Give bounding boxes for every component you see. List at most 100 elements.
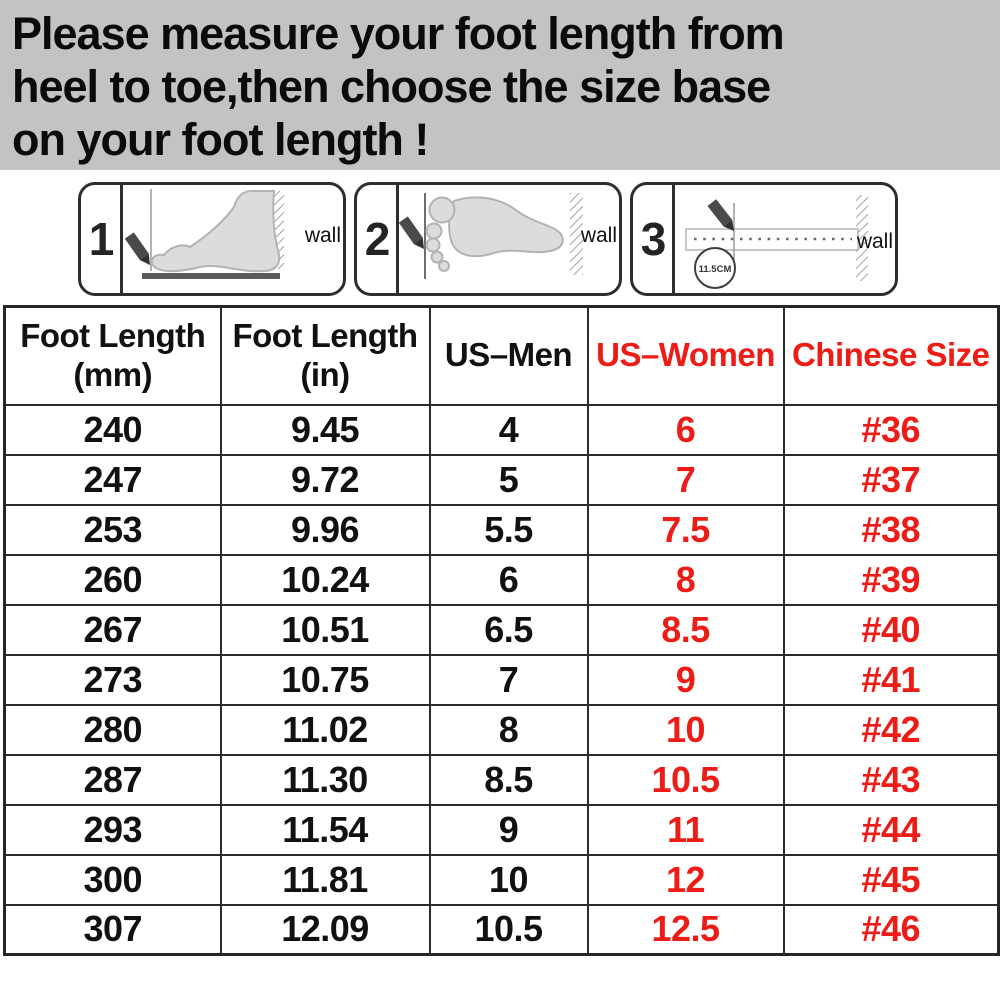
cell-in: 11.30 — [219, 753, 431, 806]
wall-label: wall — [580, 223, 617, 247]
cell-us-men: 7 — [428, 653, 589, 706]
table-row: 293 11.54 9 11 #44 — [3, 803, 1000, 856]
table-row: 287 11.30 8.5 10.5 #43 — [3, 753, 1000, 806]
cell-mm: 260 — [3, 553, 222, 606]
wall-hatch — [856, 195, 868, 281]
table-row: 300 11.81 10 12 #45 — [3, 853, 1000, 906]
ruler — [685, 228, 859, 251]
cell-us-men: 10.5 — [428, 903, 589, 956]
toe — [438, 260, 450, 272]
length-note-circle — [694, 247, 736, 289]
cell-mm: 280 — [3, 703, 222, 756]
cell-in: 9.72 — [219, 453, 431, 506]
cell-chinese-size: #37 — [782, 453, 1000, 506]
cell-us-men: 4 — [428, 403, 589, 456]
step-panel-3: 3 11.5CM wall — [630, 182, 898, 296]
cell-us-men: 10 — [428, 853, 589, 906]
cell-mm: 267 — [3, 603, 222, 656]
cell-chinese-size: #36 — [782, 403, 1000, 456]
toe — [425, 222, 443, 240]
ruler-measure-illustration: 11.5CM — [685, 195, 868, 289]
foot-shape — [150, 190, 281, 273]
ruler-note: 11.5CM — [699, 264, 732, 275]
table-row: 267 10.51 6.5 8.5 #40 — [3, 603, 1000, 656]
cell-chinese-size: #45 — [782, 853, 1000, 906]
step-3-body: 11.5CM wall — [675, 185, 895, 293]
cell-us-men: 8.5 — [428, 753, 589, 806]
col-header-foot-length-mm: Foot Length (mm) — [3, 305, 222, 406]
header-row: Foot Length (mm) Foot Length (in) US–Men… — [3, 305, 1000, 406]
footprint-sole — [448, 196, 564, 258]
big-toe — [428, 196, 456, 224]
col-header-foot-length-in: Foot Length (in) — [219, 305, 431, 406]
cell-us-men: 5.5 — [428, 503, 589, 556]
wall-label: wall — [304, 223, 341, 247]
col-header-us-men: US–Men — [428, 305, 589, 406]
size-table: Foot Length (mm) Foot Length (in) US–Men… — [3, 305, 1000, 956]
cell-in: 11.54 — [219, 803, 431, 856]
toe — [425, 237, 441, 253]
cell-us-women: 11 — [586, 803, 785, 856]
measurement-steps: 1 wall 2 — [78, 182, 898, 296]
pencil-icon — [399, 216, 424, 249]
cell-in: 9.96 — [219, 503, 431, 556]
cell-in: 12.09 — [219, 903, 431, 956]
table-row: 240 9.45 4 6 #36 — [3, 403, 1000, 456]
step-1-body: wall — [123, 185, 343, 293]
cell-in: 10.51 — [219, 603, 431, 656]
footprint-top-view-illustration — [399, 193, 583, 279]
table-row: 247 9.72 5 7 #37 — [3, 453, 1000, 506]
step-number: 1 — [81, 185, 123, 293]
pencil-icon — [707, 199, 734, 231]
step-number: 2 — [357, 185, 399, 293]
foot-side-view-illustration — [124, 189, 284, 279]
cell-mm: 307 — [3, 903, 222, 956]
wall-hatch — [570, 193, 583, 275]
cell-us-women: 8 — [586, 553, 785, 606]
cell-chinese-size: #43 — [782, 753, 1000, 806]
cell-chinese-size: #42 — [782, 703, 1000, 756]
cell-us-women: 9 — [586, 653, 785, 706]
cell-in: 9.45 — [219, 403, 431, 456]
cell-us-women: 12 — [586, 853, 785, 906]
toe — [430, 250, 444, 264]
pencil-icon — [124, 232, 150, 265]
cell-us-men: 6.5 — [428, 603, 589, 656]
cell-mm: 287 — [3, 753, 222, 806]
col-header-chinese-size: Chinese Size — [782, 305, 1000, 406]
step-panel-1: 1 wall — [78, 182, 346, 296]
cell-in: 10.24 — [219, 553, 431, 606]
cell-chinese-size: #40 — [782, 603, 1000, 656]
cell-us-men: 6 — [428, 553, 589, 606]
cell-chinese-size: #41 — [782, 653, 1000, 706]
cell-in: 10.75 — [219, 653, 431, 706]
cell-us-women: 6 — [586, 403, 785, 456]
cell-us-men: 5 — [428, 453, 589, 506]
cell-us-women: 7.5 — [586, 503, 785, 556]
cell-us-men: 9 — [428, 803, 589, 856]
cell-chinese-size: #38 — [782, 503, 1000, 556]
cell-us-women: 12.5 — [586, 903, 785, 956]
table-row: 307 12.09 10.5 12.5 #46 — [3, 903, 1000, 956]
cell-mm: 293 — [3, 803, 222, 856]
table-row: 253 9.96 5.5 7.5 #38 — [3, 503, 1000, 556]
cell-us-men: 8 — [428, 703, 589, 756]
cell-mm: 247 — [3, 453, 222, 506]
cell-us-women: 7 — [586, 453, 785, 506]
step-2-body: wall — [399, 185, 619, 293]
cell-us-women: 10 — [586, 703, 785, 756]
cell-mm: 273 — [3, 653, 222, 706]
cell-mm: 253 — [3, 503, 222, 556]
step-panel-2: 2 wall — [354, 182, 622, 296]
cell-us-women: 10.5 — [586, 753, 785, 806]
table-row: 260 10.24 6 8 #39 — [3, 553, 1000, 606]
cell-in: 11.81 — [219, 853, 431, 906]
col-header-us-women: US–Women — [586, 305, 785, 406]
step-number: 3 — [633, 185, 675, 293]
cell-chinese-size: #39 — [782, 553, 1000, 606]
instruction-banner: Please measure your foot length from hee… — [0, 0, 1000, 170]
cell-in: 11.02 — [219, 703, 431, 756]
table-row: 273 10.75 7 9 #41 — [3, 653, 1000, 706]
cell-mm: 240 — [3, 403, 222, 456]
floor-bar — [142, 273, 280, 279]
